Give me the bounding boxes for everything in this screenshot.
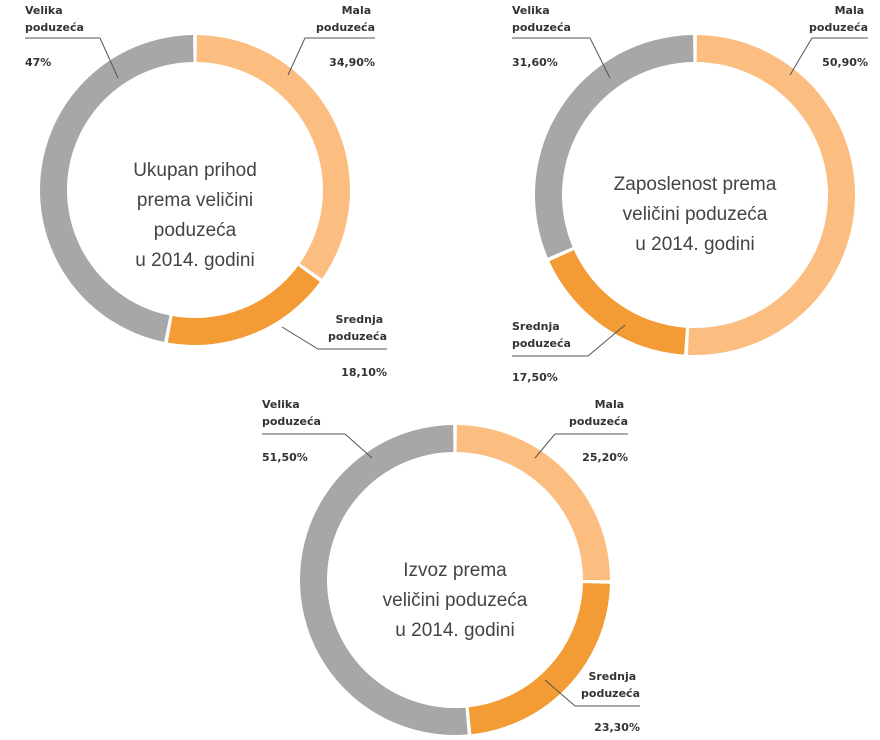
segment-label: Mala poduzeća <box>809 4 868 34</box>
donut-segment <box>299 425 468 735</box>
value-label: 23,30% <box>594 721 640 734</box>
segment-label: Velika poduzeća <box>262 398 321 428</box>
donut-segment <box>468 583 610 735</box>
value-label: 34,90% <box>329 56 375 69</box>
value-label: 47% <box>25 56 51 69</box>
label-line: Srednja <box>512 320 564 333</box>
center-title: veličini poduzeća <box>623 204 768 225</box>
value-label: 25,20% <box>582 451 628 464</box>
center-title: Izvoz prema <box>403 560 507 581</box>
label-line: poduzeća <box>328 330 387 343</box>
center-title: Zaposlenost prema <box>614 174 777 195</box>
segment-label: Srednja poduzeća <box>328 313 387 343</box>
segment-label: Mala poduzeća <box>569 398 628 428</box>
center-title: u 2014. godini <box>395 620 514 641</box>
leader-line <box>512 324 626 357</box>
donut-chart: Mala poduzeća 25,20% Srednja poduzeća 23,30… <box>262 398 640 735</box>
label-line: poduzeća <box>569 415 628 428</box>
segment-label: Mala poduzeća <box>316 4 375 34</box>
center-title: u 2014. godini <box>635 234 754 255</box>
label-line: Mala <box>595 398 628 411</box>
leader-line <box>287 37 375 76</box>
label-line: poduzeća <box>262 415 321 428</box>
label-line: poduzeća <box>25 21 84 34</box>
donut-chart: Mala poduzeća 34,90% Srednja poduzeća 18,10… <box>25 4 387 379</box>
segment-label: Srednja poduzeća <box>581 670 640 700</box>
donut-segment <box>687 35 855 355</box>
label-line: Velika <box>25 4 66 17</box>
center-title: Ukupan prihod <box>133 160 257 181</box>
segment-label: Srednja poduzeća <box>512 320 571 350</box>
label-line: Velika <box>262 398 303 411</box>
donut-segment <box>196 35 350 279</box>
segment-label: Velika poduzeća <box>25 4 84 34</box>
segment-label: Velika poduzeća <box>512 4 571 34</box>
donut-segment <box>167 265 320 345</box>
center-title: prema veličini <box>137 190 253 211</box>
donut-chart: Mala poduzeća 50,90% Srednja poduzeća 17,50… <box>512 4 868 384</box>
label-line: Mala <box>835 4 868 17</box>
label-line: poduzeća <box>581 687 640 700</box>
donut-segment <box>549 250 686 355</box>
center-title: poduzeća <box>154 220 237 241</box>
label-line: poduzeća <box>316 21 375 34</box>
value-label: 17,50% <box>512 371 558 384</box>
center-title: u 2014. godini <box>135 250 254 271</box>
label-line: Velika <box>512 4 553 17</box>
leader-line <box>534 433 628 459</box>
center-title: veličini poduzeća <box>383 590 528 611</box>
label-line: poduzeća <box>809 21 868 34</box>
donut-segment <box>456 425 611 581</box>
donut-segment <box>40 35 194 342</box>
value-label: 18,10% <box>341 366 387 379</box>
leader-line <box>789 37 868 76</box>
leader-line <box>544 679 640 707</box>
label-line: poduzeća <box>512 21 571 34</box>
value-label: 50,90% <box>822 56 868 69</box>
value-label: 51,50% <box>262 451 308 464</box>
label-line: Srednja <box>335 313 387 326</box>
value-label: 31,60% <box>512 56 558 69</box>
donut-segment <box>535 35 694 258</box>
leader-line <box>281 326 387 350</box>
label-line: Mala <box>342 4 375 17</box>
leader-line <box>262 433 373 459</box>
label-line: Srednja <box>588 670 640 683</box>
leader-line <box>512 37 611 79</box>
label-line: poduzeća <box>512 337 571 350</box>
leader-line <box>25 37 119 79</box>
